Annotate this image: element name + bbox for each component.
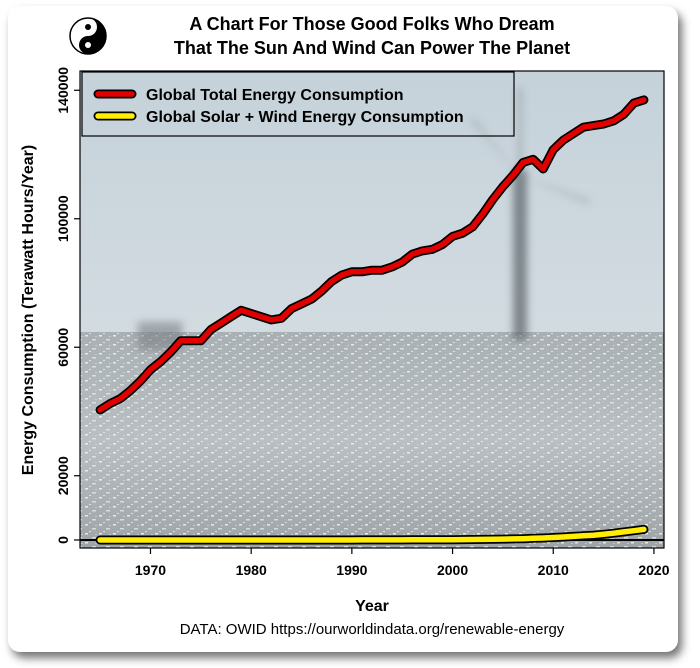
legend-box (81, 71, 515, 137)
legend-label-solar-wind: Global Solar + Wind Energy Consumption (146, 109, 464, 126)
x-tick-label: 1990 (336, 562, 367, 578)
y-tick-label: 100000 (55, 195, 71, 242)
series-line-0 (97, 97, 647, 413)
yin-yang-logo (69, 17, 107, 55)
x-axis: 1970 1980 1990 2000 2010 2020 (135, 548, 670, 578)
x-tick-label: 2000 (437, 562, 468, 578)
legend: Global Total Energy Consumption Global S… (81, 71, 515, 137)
x-tick-label: 1970 (135, 562, 166, 578)
series-line-1 (97, 526, 647, 543)
data-source-note: DATA: OWID https://ourworldindata.org/re… (180, 621, 565, 638)
y-axis-label: Energy Consumption (Terawatt Hours/Year) (20, 145, 37, 475)
x-tick-label: 1980 (236, 562, 267, 578)
x-tick-label: 2010 (538, 562, 569, 578)
y-tick-label: 0 (55, 536, 71, 544)
y-tick-label: 20000 (55, 456, 71, 495)
x-axis-label: Year (355, 598, 389, 615)
plot-frame (79, 70, 665, 549)
y-tick-label: 140000 (55, 67, 71, 114)
plot-background (80, 71, 664, 548)
x-tick-label: 2020 (638, 562, 669, 578)
chart-title-line2: That The Sun And Wind Can Power The Plan… (174, 38, 570, 58)
legend-label-total: Global Total Energy Consumption (146, 87, 403, 104)
y-tick-label: 60000 (55, 328, 71, 367)
y-axis: 0 20000 60000 100000 140000 (55, 67, 80, 544)
chart-title-line1: A Chart For Those Good Folks Who Dream (189, 14, 554, 34)
wind-turbine-image (138, 88, 590, 350)
